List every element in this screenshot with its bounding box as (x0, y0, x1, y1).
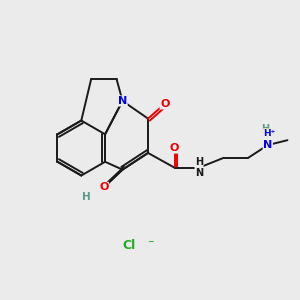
Text: H⁺: H⁺ (263, 129, 275, 138)
Text: O: O (170, 143, 179, 153)
Text: O: O (160, 99, 169, 109)
Text: ⁻: ⁻ (147, 238, 153, 251)
Text: N: N (263, 140, 272, 150)
Text: O: O (99, 182, 109, 192)
Text: N: N (118, 96, 127, 106)
Text: H
N: H N (195, 157, 203, 178)
Text: H: H (82, 192, 91, 202)
Text: H: H (261, 124, 269, 134)
Text: Cl: Cl (123, 239, 136, 252)
